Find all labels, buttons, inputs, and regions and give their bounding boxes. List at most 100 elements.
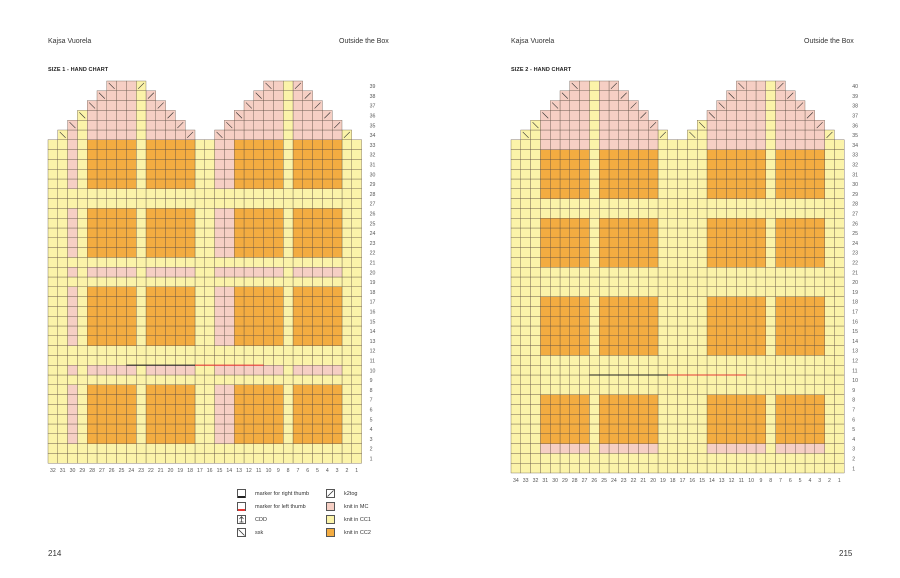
chart-cell [273, 227, 284, 238]
chart-cell [273, 120, 284, 131]
chart-cell [755, 423, 766, 434]
chart-cell [47, 296, 58, 307]
stitch-label: 12 [729, 478, 735, 484]
chart-cell [569, 198, 580, 209]
chart-cell [579, 414, 590, 425]
chart-cell [57, 276, 68, 287]
chart-cell [648, 384, 659, 395]
stitch-label: 30 [552, 478, 558, 484]
chart-cell [765, 227, 776, 238]
chart-cell [175, 335, 186, 346]
chart-cell [657, 276, 668, 287]
chart-cell [795, 257, 806, 268]
chart-cell [540, 404, 551, 415]
chart-cell [67, 394, 78, 405]
chart-cell [726, 159, 737, 170]
chart-cell [263, 394, 274, 405]
chart-cell [530, 267, 541, 278]
chart-cell [175, 276, 186, 287]
chart-cell [579, 394, 590, 405]
stitch-label: 3 [336, 468, 339, 474]
chart-cell [332, 443, 343, 454]
chart-cell [292, 414, 303, 425]
chart-cell [804, 306, 815, 317]
chart-cell [283, 267, 294, 278]
row-label: 27 [852, 211, 858, 217]
mc-swatch-icon [326, 502, 335, 511]
chart-cell [697, 149, 708, 160]
chart-cell [638, 286, 649, 297]
chart-cell [775, 227, 786, 238]
chart-cell [824, 325, 835, 336]
chart-cell [677, 178, 688, 189]
chart-cell [599, 198, 610, 209]
chart-cell [47, 149, 58, 160]
chart-cell [648, 208, 659, 219]
chart-cell [116, 384, 127, 395]
chart-cell [87, 110, 98, 121]
chart-cell [292, 384, 303, 395]
chart-cell [234, 394, 245, 405]
chart-cell [795, 414, 806, 425]
chart-cell [175, 247, 186, 258]
chart-cell [145, 286, 156, 297]
chart-cell [667, 149, 678, 160]
chart-cell [589, 453, 600, 464]
hand-chart-size-1: 1234567891011121314151617181920212223242… [47, 80, 376, 474]
chart-cell [540, 129, 551, 140]
chart-cell [263, 306, 274, 317]
chart-cell [204, 169, 215, 180]
chart-cell [332, 394, 343, 405]
chart-cell [608, 296, 619, 307]
stitch-label: 10 [748, 478, 754, 484]
chart-cell [165, 188, 176, 199]
chart-cell [736, 365, 747, 376]
chart-cell [263, 286, 274, 297]
chart-cell [589, 208, 600, 219]
chart-cell [579, 169, 590, 180]
row-label: 12 [370, 349, 376, 355]
chart-cell [126, 247, 137, 258]
chart-cell [589, 345, 600, 356]
chart-cell [608, 384, 619, 395]
chart-cell [204, 394, 215, 405]
book-title: Outside the Box [804, 38, 854, 45]
chart-cell [510, 443, 521, 454]
chart-cell [96, 267, 107, 278]
chart-cell [312, 325, 323, 336]
chart-cell [569, 208, 580, 219]
chart-cell [736, 110, 747, 121]
chart-cell [263, 296, 274, 307]
chart-cell [175, 394, 186, 405]
chart-cell [608, 149, 619, 160]
chart-cell [697, 355, 708, 366]
chart-cell [746, 159, 757, 170]
chart-cell [599, 110, 610, 121]
chart-cell [283, 159, 294, 170]
chart-cell [194, 159, 205, 170]
chart-cell [814, 129, 825, 140]
chart-cell [57, 237, 68, 248]
chart-cell [126, 325, 137, 336]
chart-cell [657, 208, 668, 219]
chart-cell [804, 355, 815, 366]
ssk-symbol [718, 102, 725, 109]
chart-cell [814, 218, 825, 229]
chart-cell [126, 453, 137, 464]
chart-cell [746, 296, 757, 307]
chart-cell [510, 257, 521, 268]
chart-cell [155, 443, 166, 454]
chart-cell [736, 286, 747, 297]
chart-cell [755, 159, 766, 170]
chart-cell [697, 433, 708, 444]
stitch-label: 31 [60, 468, 66, 474]
chart-cell [814, 169, 825, 180]
chart-cell [804, 463, 815, 474]
row-label: 21 [370, 260, 376, 266]
chart-cell [510, 198, 521, 209]
chart-cell [804, 237, 815, 248]
chart-cell [618, 365, 629, 376]
chart-cell [145, 178, 156, 189]
chart-cell [550, 355, 561, 366]
chart-cell [185, 198, 196, 209]
